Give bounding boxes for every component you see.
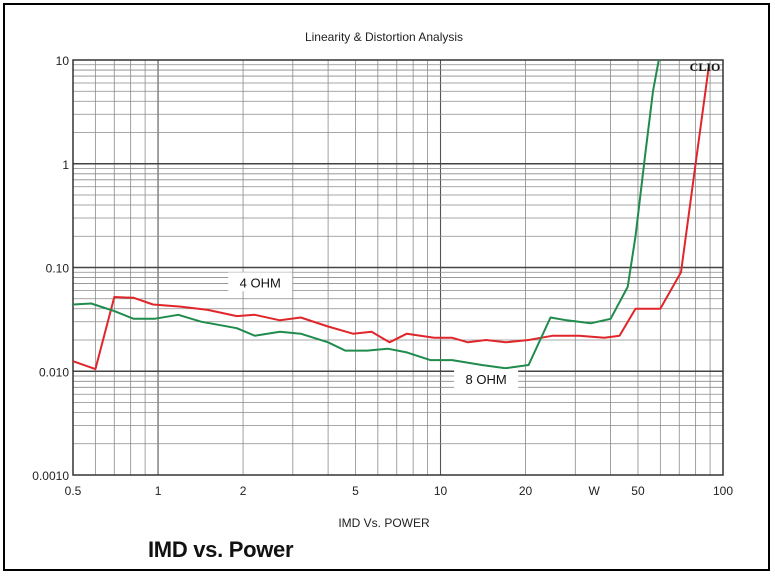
x-tick-label: 0.5: [65, 484, 82, 498]
plot-area-border: [72, 59, 724, 476]
x-tick-label: 100: [713, 484, 733, 498]
series-label-8-ohm: 8 OHM: [466, 372, 507, 387]
imd-power-chart: Linearity & Distortion Analysis 0.5 1 2 5 10…: [32, 30, 734, 530]
x-tick-label: 50: [631, 484, 645, 498]
x-tick-label: 2: [240, 484, 247, 498]
plot-border: [72, 59, 724, 476]
chart-frame: Linearity & Distortion Analysis 0.5 1 2 5 10…: [3, 3, 770, 571]
y-tick-label: 0.10: [46, 262, 70, 276]
series-lines: [73, 60, 710, 371]
y-tick-label: 10: [56, 54, 70, 68]
chart-title: Linearity & Distortion Analysis: [305, 30, 463, 44]
series-label-4-ohm: 4 OHM: [240, 275, 281, 290]
series-labels: 4 OHM 8 OHM: [228, 272, 519, 389]
x-axis-label: IMD Vs. POWER: [338, 516, 430, 530]
series-label-bg: [228, 272, 293, 292]
x-tick-label: 10: [434, 484, 448, 498]
y-tick-label: 0.010: [39, 365, 69, 379]
figure-caption: IMD vs. Power: [148, 537, 294, 562]
x-tick-label: 1: [155, 484, 162, 498]
series-line-8-ohm: [73, 60, 660, 370]
series-line-4-ohm: [73, 67, 710, 371]
x-tick-label: 20: [519, 484, 533, 498]
x-axis-ticks: 0.5 1 2 5 10 20 W 50 100: [65, 484, 734, 498]
y-tick-label: 1: [62, 158, 69, 172]
x-tick-label: W: [589, 484, 601, 498]
chart-grid: [73, 60, 723, 475]
y-tick-label: 0.0010: [32, 469, 69, 483]
series-label-bg: [454, 369, 519, 389]
y-axis-ticks: 0.0010 0.010 0.10 1 10: [32, 54, 69, 483]
clio-watermark: CLIO: [690, 60, 721, 74]
x-tick-label: 5: [352, 484, 359, 498]
